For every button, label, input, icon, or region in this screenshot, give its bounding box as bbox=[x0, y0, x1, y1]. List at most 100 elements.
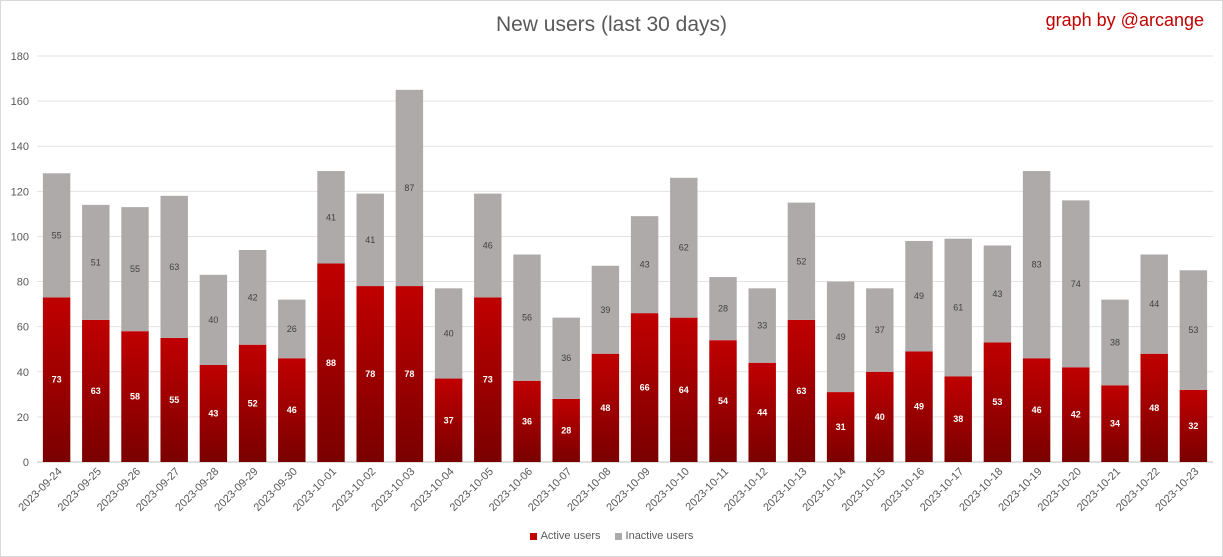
bar-inactive bbox=[317, 171, 345, 264]
data-label-active: 73 bbox=[52, 375, 62, 385]
data-label-active: 46 bbox=[1032, 405, 1042, 415]
data-label-inactive: 28 bbox=[718, 304, 728, 314]
data-label-active: 53 bbox=[992, 397, 1002, 407]
bar-inactive bbox=[121, 207, 149, 332]
bar-inactive bbox=[1022, 171, 1051, 359]
bar-active bbox=[552, 398, 580, 462]
data-label-inactive: 87 bbox=[404, 183, 414, 193]
data-label-active: 44 bbox=[757, 407, 767, 417]
bar-inactive bbox=[591, 265, 620, 354]
data-label-active: 36 bbox=[522, 416, 532, 426]
data-label-inactive: 49 bbox=[914, 291, 924, 301]
data-label-inactive: 55 bbox=[130, 264, 140, 274]
data-label-inactive: 36 bbox=[561, 353, 571, 363]
bar-inactive bbox=[552, 317, 580, 399]
bar-active bbox=[395, 286, 424, 462]
data-label-active: 48 bbox=[1149, 403, 1159, 413]
gridlines bbox=[37, 55, 1213, 463]
bar-inactive bbox=[866, 288, 894, 372]
data-label-inactive: 52 bbox=[796, 256, 806, 266]
data-label-inactive: 43 bbox=[640, 260, 650, 270]
bar-active bbox=[238, 344, 267, 462]
bar-inactive bbox=[199, 274, 228, 366]
legend-label-inactive: Inactive users bbox=[625, 530, 694, 542]
bar-active bbox=[199, 365, 228, 462]
bar-inactive bbox=[709, 277, 737, 341]
data-label-active: 73 bbox=[483, 375, 493, 385]
legend-swatch-inactive bbox=[614, 532, 622, 540]
data-label-inactive: 39 bbox=[600, 305, 610, 315]
y-tick-label: 0 bbox=[23, 457, 29, 469]
data-label-inactive: 56 bbox=[522, 313, 532, 323]
chart-credit: graph by @arcange bbox=[1045, 10, 1204, 30]
y-axis: 0 20 40 60 80 100 120 140 160 180 bbox=[11, 51, 29, 469]
bar-active bbox=[434, 378, 463, 462]
data-label-active: 40 bbox=[875, 412, 885, 422]
y-tick-label: 160 bbox=[11, 96, 29, 108]
bar-active bbox=[709, 340, 737, 462]
chart-title: New users (last 30 days) bbox=[495, 13, 728, 36]
legend-label-active: Active users bbox=[540, 530, 601, 542]
bar-active bbox=[787, 319, 816, 462]
y-tick-label: 40 bbox=[17, 367, 29, 379]
y-tick-label: 140 bbox=[11, 141, 29, 153]
bar-inactive bbox=[395, 89, 424, 287]
data-label-inactive: 33 bbox=[757, 321, 767, 331]
data-label-active: 63 bbox=[91, 386, 101, 396]
legend-item-inactive: Inactive users bbox=[614, 530, 694, 542]
data-label-inactive: 61 bbox=[953, 302, 963, 312]
bar-inactive bbox=[748, 288, 776, 363]
bar-inactive bbox=[356, 193, 384, 287]
bar-active bbox=[866, 371, 894, 462]
data-label-inactive: 62 bbox=[679, 243, 689, 253]
bar-active bbox=[983, 342, 1012, 462]
y-tick-label: 180 bbox=[11, 51, 29, 63]
data-label-inactive: 46 bbox=[483, 240, 493, 250]
data-label-active: 54 bbox=[718, 396, 728, 406]
bar-active bbox=[121, 331, 149, 462]
data-label-inactive: 63 bbox=[169, 262, 179, 272]
legend-item-active: Active users bbox=[529, 530, 601, 542]
y-tick-label: 100 bbox=[11, 231, 29, 243]
legend: Active users Inactive users bbox=[1, 530, 1222, 542]
data-label-inactive: 55 bbox=[52, 230, 62, 240]
bar-inactive bbox=[434, 288, 463, 379]
bar-active bbox=[82, 319, 110, 462]
bar-inactive bbox=[905, 240, 933, 352]
bar-active bbox=[905, 351, 933, 462]
bar-inactive bbox=[983, 245, 1012, 343]
data-label-inactive: 53 bbox=[1188, 325, 1198, 335]
bar-active bbox=[670, 317, 698, 462]
bar-inactive bbox=[944, 238, 972, 377]
bar-inactive bbox=[826, 281, 855, 393]
bar-inactive bbox=[474, 193, 502, 298]
data-label-inactive: 42 bbox=[248, 292, 258, 302]
data-label-inactive: 83 bbox=[1032, 260, 1042, 270]
bar-inactive bbox=[82, 204, 110, 320]
bar-active bbox=[474, 297, 502, 462]
data-label-active: 48 bbox=[600, 403, 610, 413]
data-label-active: 49 bbox=[914, 402, 924, 412]
bar-active bbox=[42, 297, 71, 462]
data-label-inactive: 44 bbox=[1149, 299, 1159, 309]
data-label-inactive: 41 bbox=[365, 235, 375, 245]
data-label-active: 52 bbox=[248, 398, 258, 408]
data-label-inactive: 49 bbox=[836, 332, 846, 342]
legend-swatch-active bbox=[529, 532, 537, 540]
data-label-active: 63 bbox=[796, 386, 806, 396]
bar-active bbox=[317, 263, 345, 462]
data-label-active: 38 bbox=[953, 414, 963, 424]
x-axis: 2023-09-242023-09-252023-09-262023-09-27… bbox=[16, 466, 1201, 514]
data-label-inactive: 43 bbox=[992, 289, 1002, 299]
data-label-active: 42 bbox=[1071, 410, 1081, 420]
bar-inactive bbox=[670, 177, 698, 318]
data-label-active: 31 bbox=[836, 422, 846, 432]
bar-active bbox=[160, 337, 188, 462]
y-tick-label: 120 bbox=[11, 186, 29, 198]
bar-active bbox=[1140, 353, 1168, 462]
bar-active bbox=[748, 362, 776, 462]
data-label-inactive: 51 bbox=[91, 257, 101, 267]
bar-inactive bbox=[160, 195, 188, 338]
bar-active bbox=[1022, 358, 1051, 462]
